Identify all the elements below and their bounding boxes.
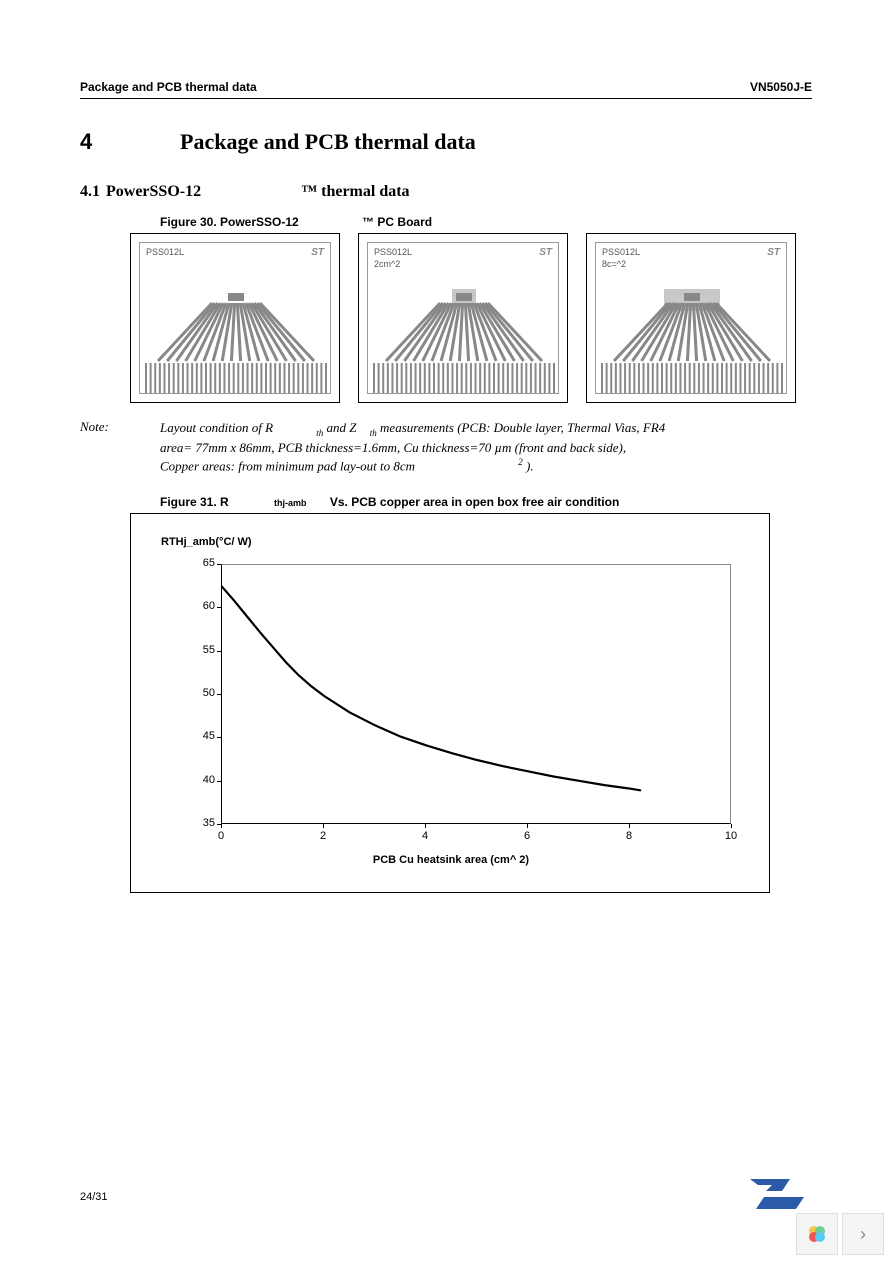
widget-flower-icon[interactable]: [796, 1213, 838, 1255]
note-line1: Layout condition of R th and Z th measur…: [160, 419, 812, 439]
pcb-box-1: PSS012L ST: [130, 233, 340, 403]
xtick-mark: [221, 824, 222, 828]
pcb-footprint-icon: [140, 243, 332, 395]
figure30-caption-a: Figure 30. PowerSSO-12: [160, 215, 299, 229]
subsection-text: PowerSSO-12: [106, 183, 201, 201]
page-number: 24/31: [80, 1191, 108, 1203]
subsection-heading: 4.1 PowerSSO-12 ™ thermal data: [80, 183, 812, 201]
header-right: VN5050J-E: [750, 80, 812, 94]
bottom-widget: ›: [796, 1213, 884, 1255]
xtick-mark: [731, 824, 732, 828]
chart-ylabel: RTHj_amb(°C/ W): [161, 536, 252, 548]
pcb-footprint-icon: [368, 243, 560, 395]
note-line3: Copper areas: from minimum pad lay-out t…: [160, 456, 812, 475]
ytick-label: 60: [191, 600, 215, 612]
figure30-row: PSS012L ST PSS012L 2cm^2 ST PSS012L 8c=^…: [130, 233, 812, 403]
xtick-label: 8: [619, 830, 639, 842]
note-body: Layout condition of R th and Z th measur…: [160, 419, 812, 475]
pcb-box-3: PSS012L 8c=^2 ST: [586, 233, 796, 403]
section-number: 4: [80, 129, 180, 155]
figure31-chart: RTHj_amb(°C/ W) PCB Cu heatsink area (cm…: [130, 513, 770, 893]
pcb-footprint-icon: [596, 243, 788, 395]
ytick-mark: [217, 781, 221, 782]
ytick-mark: [217, 694, 221, 695]
ytick-label: 40: [191, 774, 215, 786]
figure31-caption: Figure 31. R thj-amb Vs. PCB copper area…: [160, 495, 812, 509]
header-left: Package and PCB thermal data: [80, 80, 257, 94]
note-block: Note: Layout condition of R th and Z th …: [80, 419, 812, 475]
ytick-label: 45: [191, 730, 215, 742]
ytick-label: 65: [191, 557, 215, 569]
xtick-label: 0: [211, 830, 231, 842]
ytick-mark: [217, 564, 221, 565]
xtick-label: 6: [517, 830, 537, 842]
ytick-mark: [217, 607, 221, 608]
xtick-label: 4: [415, 830, 435, 842]
xtick-mark: [629, 824, 630, 828]
widget-next-button[interactable]: ›: [842, 1213, 884, 1255]
subsection-tm: ™ thermal data: [301, 183, 409, 201]
figure30-caption: Figure 30. PowerSSO-12 ™ PC Board: [160, 215, 812, 229]
st-logo-icon: [742, 1171, 812, 1218]
xtick-label: 10: [721, 830, 741, 842]
pcb-box-2: PSS012L 2cm^2 ST: [358, 233, 568, 403]
figure31-caption-b: Vs. PCB copper area in open box free air…: [330, 495, 619, 509]
section-title: Package and PCB thermal data: [180, 129, 476, 155]
figure30-caption-tm: ™ PC Board: [362, 215, 432, 229]
pcb-inner: PSS012L ST: [139, 242, 331, 394]
ytick-label: 35: [191, 817, 215, 829]
ytick-mark: [217, 651, 221, 652]
chart-line: [222, 565, 732, 825]
xtick-mark: [323, 824, 324, 828]
page-header: Package and PCB thermal data VN5050J-E: [80, 80, 812, 99]
chart-xlabel: PCB Cu heatsink area (cm^ 2): [131, 854, 771, 866]
plot-area: [221, 564, 731, 824]
xtick-mark: [527, 824, 528, 828]
figure31-caption-sub: thj-amb: [274, 498, 307, 508]
pcb-inner: PSS012L 8c=^2 ST: [595, 242, 787, 394]
ytick-label: 55: [191, 644, 215, 656]
subsection-number: 4.1: [80, 183, 100, 201]
pcb-inner: PSS012L 2cm^2 ST: [367, 242, 559, 394]
chart-curve: [222, 587, 640, 791]
section-heading: 4 Package and PCB thermal data: [80, 129, 812, 155]
figure31-caption-a: Figure 31. R: [160, 495, 229, 509]
xtick-label: 2: [313, 830, 333, 842]
xtick-mark: [425, 824, 426, 828]
note-label: Note:: [80, 419, 160, 475]
document-page: Package and PCB thermal data VN5050J-E 4…: [80, 80, 812, 893]
st-logo-svg: [742, 1171, 812, 1211]
ytick-label: 50: [191, 687, 215, 699]
note-line2: area= 77mm x 86mm, PCB thickness=1.6mm, …: [160, 439, 812, 457]
chevron-right-icon: ›: [860, 1224, 866, 1245]
ytick-mark: [217, 737, 221, 738]
